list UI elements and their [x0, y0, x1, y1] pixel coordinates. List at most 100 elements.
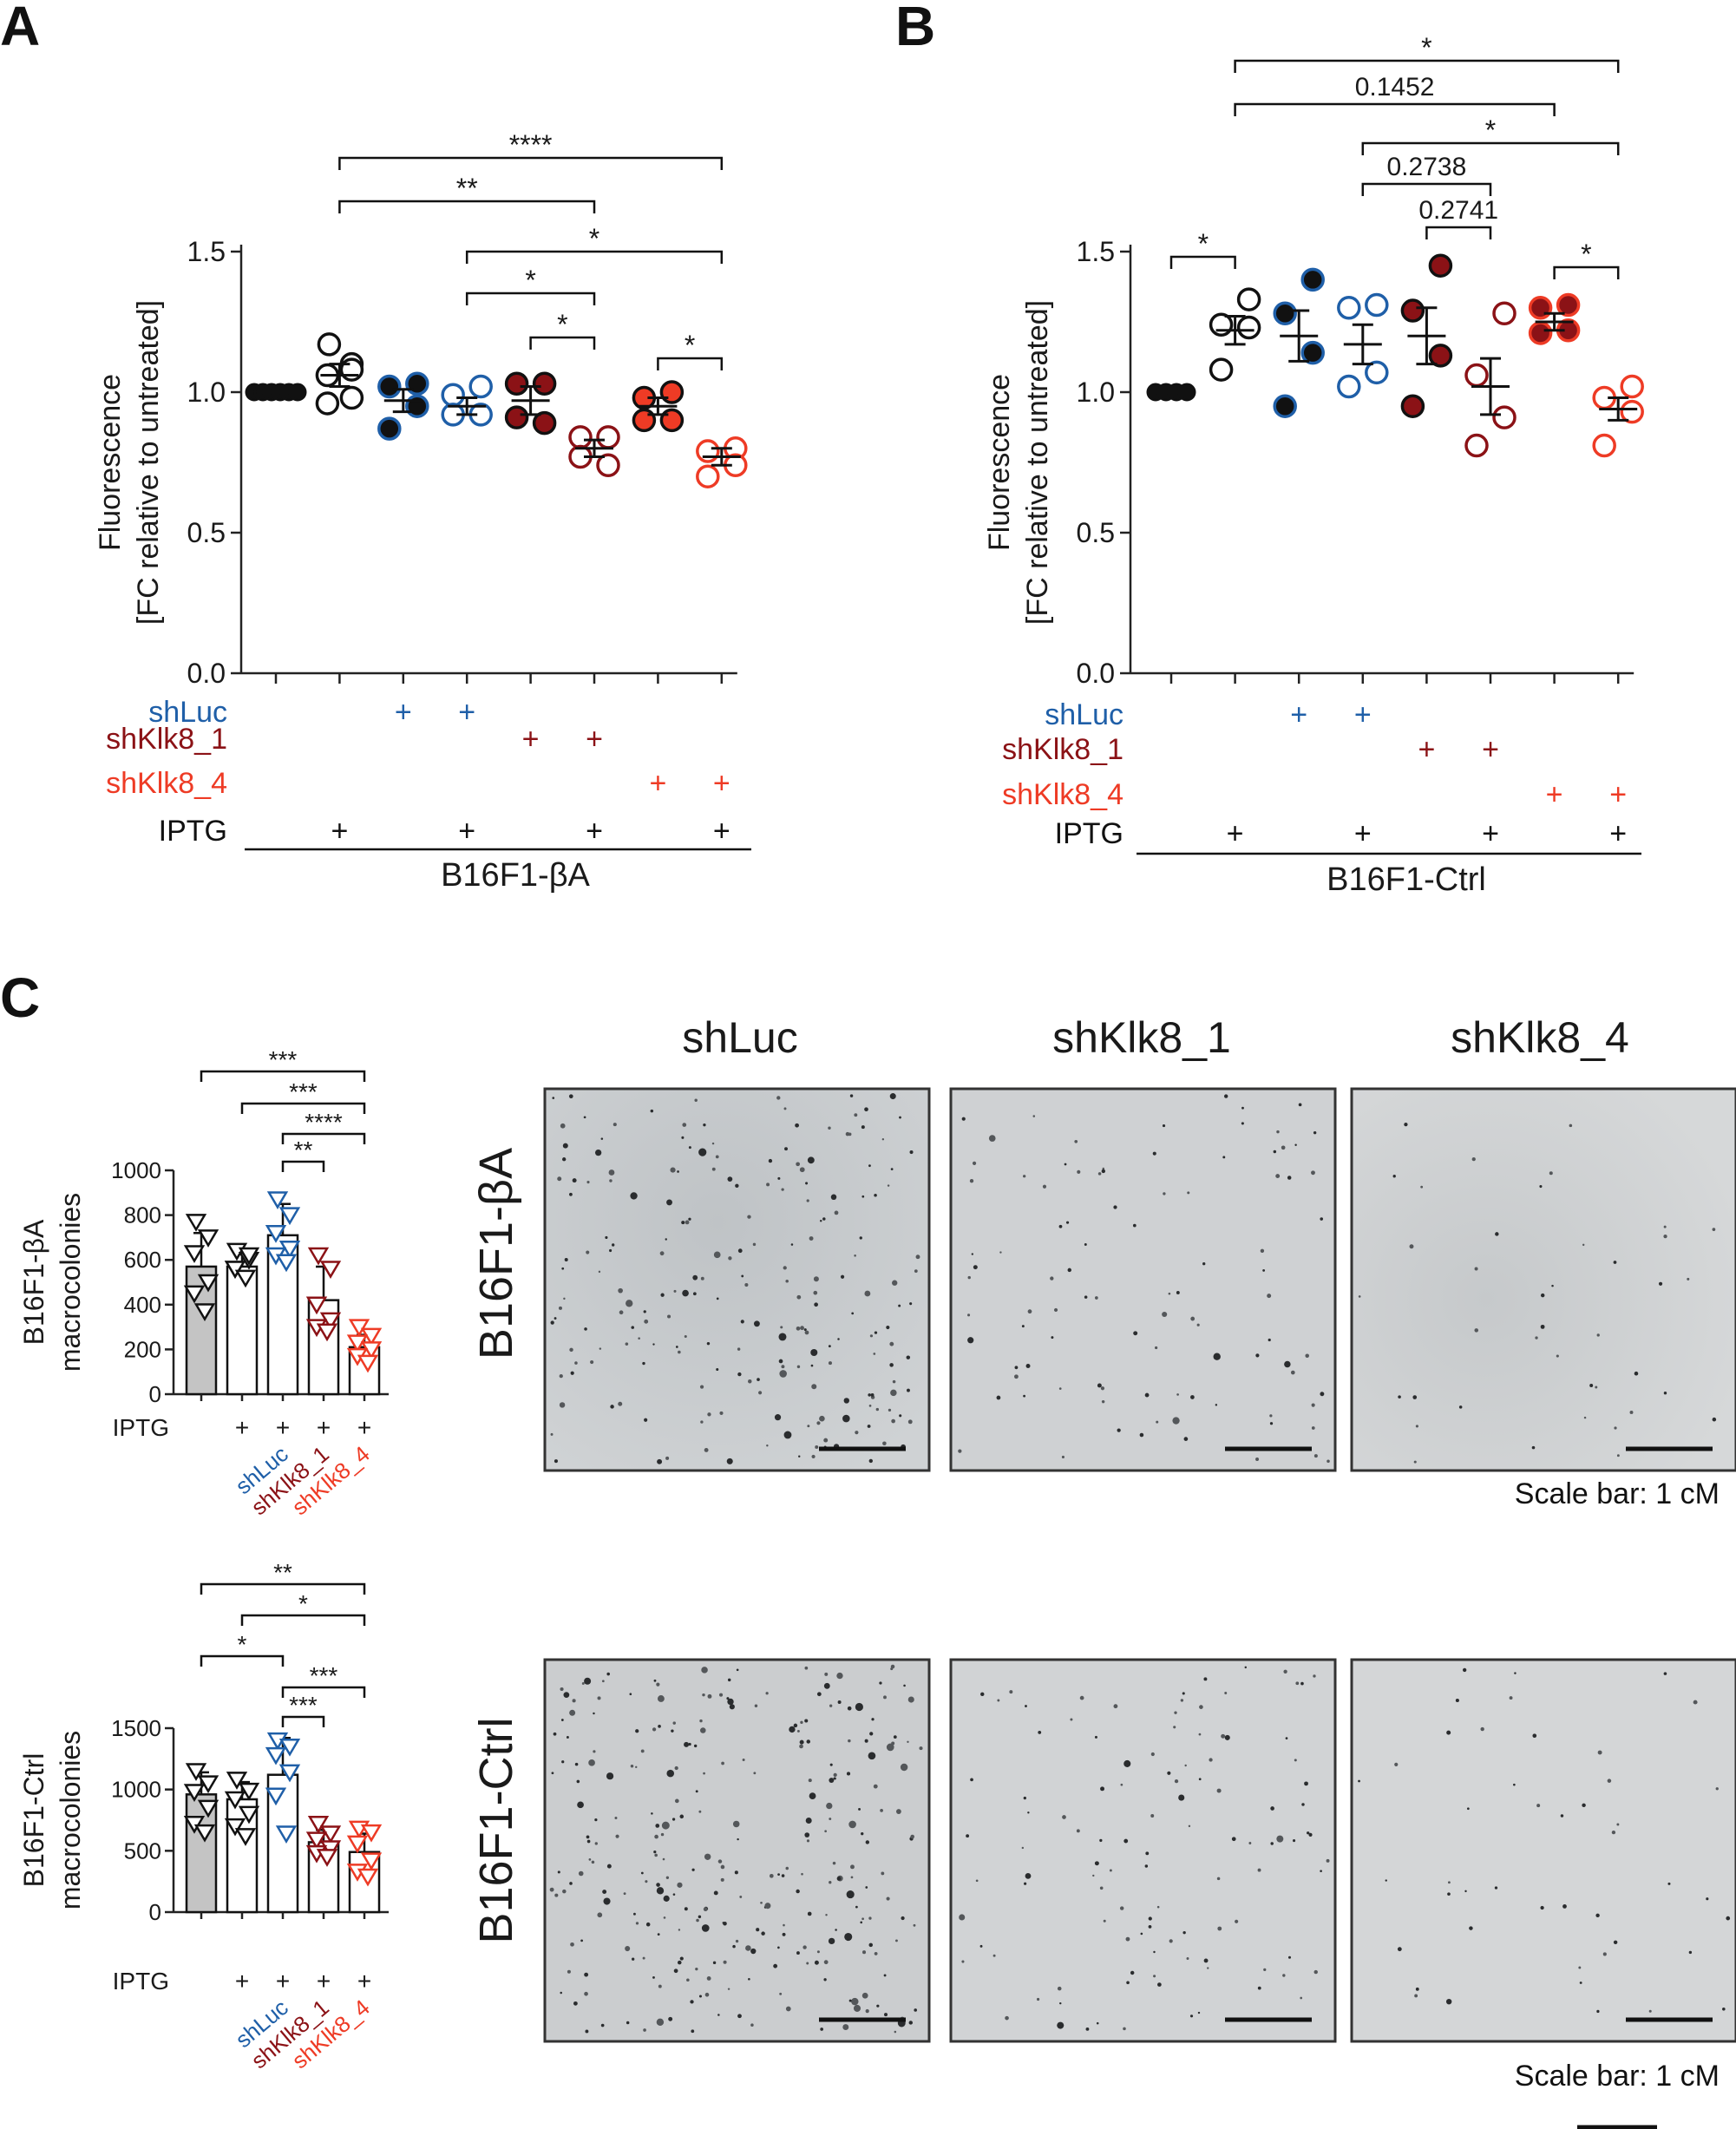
panel-letter-a: A	[0, 0, 40, 57]
significance-bracket	[465, 250, 724, 264]
colony-dot	[732, 1944, 736, 1949]
colony-dot	[654, 1853, 658, 1857]
colony-dot	[706, 1976, 711, 1981]
colony-dot	[1062, 1815, 1066, 1819]
colony-dot	[1119, 1906, 1124, 1910]
colony-dot	[1281, 1145, 1286, 1150]
colony-dot	[706, 1341, 711, 1346]
colony-plate-image	[543, 1658, 931, 2043]
colony-dot	[810, 1364, 814, 1367]
colony-dot	[894, 2030, 897, 2034]
data-point	[1273, 301, 1297, 326]
colony-dot	[1209, 1758, 1213, 1762]
colony-dot	[1162, 1123, 1166, 1128]
significance-bracket	[1169, 255, 1236, 269]
colony-dot	[1531, 1445, 1536, 1450]
colony-dot	[1455, 1698, 1459, 1703]
colony-dot	[1221, 1733, 1226, 1739]
colony-dot	[1663, 1672, 1667, 1675]
colony-dot	[804, 1666, 809, 1670]
condition-plus: +	[458, 696, 475, 729]
colony-dot	[869, 1732, 874, 1736]
significance-bracket	[200, 1654, 285, 1667]
colony-dot	[1183, 1437, 1189, 1441]
colony-dot	[727, 1678, 731, 1682]
colony-dot	[868, 1752, 876, 1760]
colony-dot	[980, 1692, 985, 1697]
y-tick-label: 1000	[111, 1157, 161, 1183]
data-point	[224, 1261, 246, 1279]
colony-plate-image	[543, 1087, 931, 1472]
bar	[185, 1793, 218, 1914]
colony-dot	[728, 1256, 732, 1261]
colony-dot	[560, 1991, 562, 1995]
plate-background	[543, 1658, 931, 2043]
colony-dot	[997, 1699, 1000, 1702]
significance-label: *	[298, 1590, 308, 1617]
colony-dot	[1706, 1897, 1709, 1901]
condition-plus: +	[1290, 698, 1307, 731]
data-point	[183, 1784, 206, 1802]
colony-dot	[890, 1168, 894, 1170]
data-point	[659, 380, 685, 404]
colony-dot	[783, 1107, 787, 1110]
colony-dot	[823, 1960, 829, 1965]
y-axis-label: Fluorescence	[94, 374, 127, 551]
colony-dot	[558, 1306, 562, 1310]
colony-dot	[713, 1251, 721, 1259]
colony-dot	[854, 1254, 856, 1257]
colony-dot	[630, 1192, 638, 1200]
data-point	[197, 1229, 219, 1248]
colony-dot	[1582, 1243, 1585, 1247]
colony-dot	[1198, 1778, 1202, 1781]
colony-dot	[1304, 1781, 1308, 1786]
colony-dot	[1202, 1262, 1206, 1266]
data-point	[1492, 301, 1517, 326]
colony-dot	[1058, 1224, 1063, 1228]
colony-dot	[804, 1719, 809, 1723]
y-tick-label: 0	[149, 1381, 161, 1407]
colony-dot	[606, 1864, 612, 1869]
data-point	[183, 1245, 206, 1263]
colony-dot	[796, 1326, 801, 1331]
colony-dot	[717, 1859, 723, 1864]
colony-dot	[889, 1363, 894, 1367]
condition-plus: +	[357, 1968, 371, 1995]
colony-dot	[745, 1945, 751, 1951]
colony-dot	[811, 1454, 816, 1459]
data-point	[193, 1824, 216, 1843]
colony-dot	[578, 1870, 584, 1877]
plate-background	[949, 1658, 1337, 2043]
colony-dot	[722, 1922, 725, 1924]
data-point	[1400, 394, 1425, 418]
colony-dot	[560, 1687, 564, 1692]
y-tick-label: 0.0	[187, 658, 226, 689]
colony-dot	[561, 1267, 565, 1270]
data-point	[305, 1831, 328, 1851]
colony-dot	[618, 1287, 623, 1294]
colony-dot	[658, 1984, 662, 1988]
colony-dot	[1494, 1886, 1498, 1890]
data-point	[468, 374, 493, 399]
colony-dot	[871, 1718, 875, 1721]
data-point	[278, 1207, 301, 1226]
colony-dot	[591, 1860, 595, 1864]
colony-dot	[1532, 1733, 1537, 1739]
colony-dot	[652, 1727, 657, 1732]
colony-dot	[563, 1297, 566, 1300]
colony-dot	[600, 2023, 605, 2027]
colony-dot	[748, 1977, 750, 1981]
colony-dot	[635, 1765, 638, 1769]
colony-dot	[744, 1283, 749, 1287]
colony-dot	[1589, 1383, 1594, 1387]
colony-dot	[1596, 1333, 1600, 1337]
colony-dot	[876, 2004, 880, 2008]
colony-dot	[861, 1195, 865, 1198]
colony-dot	[815, 1444, 819, 1449]
significance-label: **	[456, 173, 478, 204]
colony-dot	[850, 1864, 855, 1870]
colony-dot	[585, 2029, 589, 2034]
colony-dot	[691, 2029, 695, 2034]
colony-dot	[870, 1392, 875, 1397]
colony-dot	[557, 1870, 560, 1874]
